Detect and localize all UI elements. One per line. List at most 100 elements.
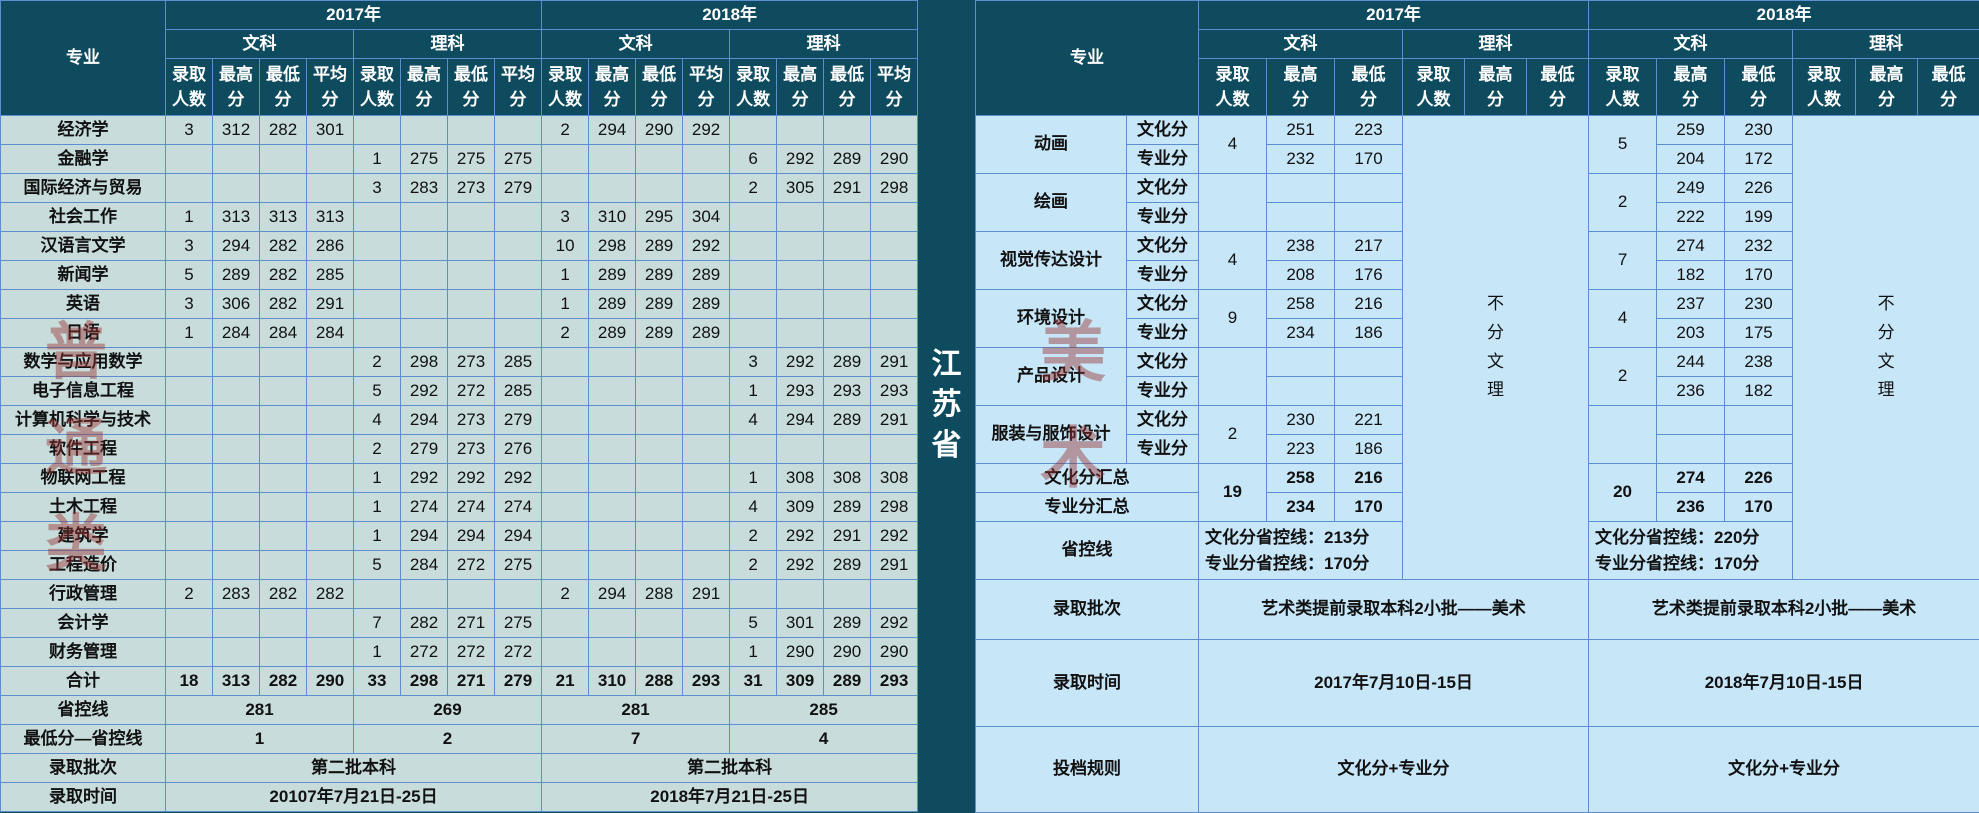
score-cell: 275	[495, 551, 542, 580]
subcolumn-header: 平均分	[307, 59, 354, 116]
score-cell	[589, 406, 636, 435]
total-cell: 298	[401, 667, 448, 696]
max-score-2018: 259	[1657, 116, 1725, 145]
score-cell	[871, 116, 918, 145]
score-cell	[448, 116, 495, 145]
score-cell: 276	[495, 435, 542, 464]
score-cell	[401, 261, 448, 290]
admitted-count-2018: 5	[1589, 116, 1657, 174]
score-cell	[683, 638, 730, 667]
no-split-text-char: 文	[1487, 348, 1504, 377]
subcolumn-header: 最低分	[448, 59, 495, 116]
score-cell	[448, 319, 495, 348]
score-cell: 5	[354, 551, 401, 580]
score-cell: 1	[542, 261, 589, 290]
score-cell	[824, 580, 871, 609]
score-cell	[495, 261, 542, 290]
subcolumn-label: 最低分	[266, 65, 300, 110]
score-cell	[213, 435, 260, 464]
score-type-label: 专业分	[1127, 203, 1199, 232]
score-cell	[166, 145, 213, 174]
filing-rule-value: 文化分+专业分	[1589, 727, 1979, 813]
score-cell	[166, 377, 213, 406]
province-label: 江苏省	[918, 0, 975, 811]
score-cell	[213, 609, 260, 638]
major-name: 绘画	[976, 174, 1127, 232]
score-cell	[213, 522, 260, 551]
subcolumn-label: 录取人数	[548, 65, 582, 110]
score-cell: 292	[777, 551, 824, 580]
score-cell	[683, 435, 730, 464]
filing-rule-row: 投档规则文化分+专业分文化分+专业分	[976, 727, 1979, 813]
score-cell	[589, 145, 636, 174]
score-cell	[213, 493, 260, 522]
max-score-2018: 274	[1657, 232, 1725, 261]
score-cell: 294	[495, 522, 542, 551]
score-type-label: 专业分	[1127, 261, 1199, 290]
major-name: 英语	[1, 290, 166, 319]
subcolumn-header: 录取人数	[1403, 59, 1465, 116]
major-name: 环境设计	[976, 290, 1127, 348]
control-line-label: 省控线	[1, 696, 166, 725]
score-cell	[871, 435, 918, 464]
score-cell: 313	[213, 203, 260, 232]
no-split-text-char: 分	[1878, 319, 1895, 348]
admission-batch-label: 录取批次	[976, 580, 1199, 640]
score-cell: 10	[542, 232, 589, 261]
max-score-2018: 236	[1657, 377, 1725, 406]
score-cell	[307, 522, 354, 551]
score-cell	[777, 203, 824, 232]
stream-header: 理科	[1403, 30, 1589, 59]
admitted-count-2017	[1199, 174, 1267, 232]
score-cell: 284	[401, 551, 448, 580]
score-cell: 273	[448, 348, 495, 377]
total-cell: 33	[354, 667, 401, 696]
score-cell: 2	[542, 580, 589, 609]
min-score-2018	[1725, 406, 1793, 435]
score-cell: 289	[824, 609, 871, 638]
max-score-2017: 232	[1267, 145, 1335, 174]
score-cell: 273	[448, 435, 495, 464]
score-cell: 290	[871, 145, 918, 174]
score-cell: 1	[354, 522, 401, 551]
control-line-value: 285	[730, 696, 918, 725]
max-score-2018: 204	[1657, 145, 1725, 174]
subcolumn-label: 最低分	[642, 65, 676, 110]
stream-header: 文科	[542, 30, 730, 59]
min-score-2017: 186	[1335, 319, 1403, 348]
subcolumn-header: 平均分	[683, 59, 730, 116]
score-cell: 2	[730, 551, 777, 580]
min-score-2017	[1335, 348, 1403, 377]
score-cell	[213, 464, 260, 493]
score-cell	[636, 551, 683, 580]
score-cell: 289	[636, 261, 683, 290]
score-cell: 294	[213, 232, 260, 261]
score-cell: 293	[777, 377, 824, 406]
score-cell	[354, 261, 401, 290]
subcolumn-label: 最低分	[1352, 65, 1386, 110]
subcolumn-header: 最低分	[1335, 59, 1403, 116]
no-split-text-char: 不	[1878, 290, 1895, 319]
subcolumn-header: 最低分	[260, 59, 307, 116]
score-cell: 298	[401, 348, 448, 377]
score-cell	[730, 116, 777, 145]
score-cell	[260, 522, 307, 551]
score-cell	[495, 232, 542, 261]
score-cell: 4	[354, 406, 401, 435]
score-cell: 294	[448, 522, 495, 551]
control-line-y2017: 文化分省控线：213分专业分省控线：170分	[1199, 522, 1403, 580]
score-cell: 272	[448, 638, 495, 667]
min-minus-control-value: 4	[730, 725, 918, 754]
subcolumn-label: 录取人数	[360, 65, 394, 110]
score-cell	[636, 174, 683, 203]
score-cell	[354, 580, 401, 609]
subcolumn-label: 最高分	[1674, 65, 1708, 110]
major-name: 财务管理	[1, 638, 166, 667]
score-cell	[636, 348, 683, 377]
